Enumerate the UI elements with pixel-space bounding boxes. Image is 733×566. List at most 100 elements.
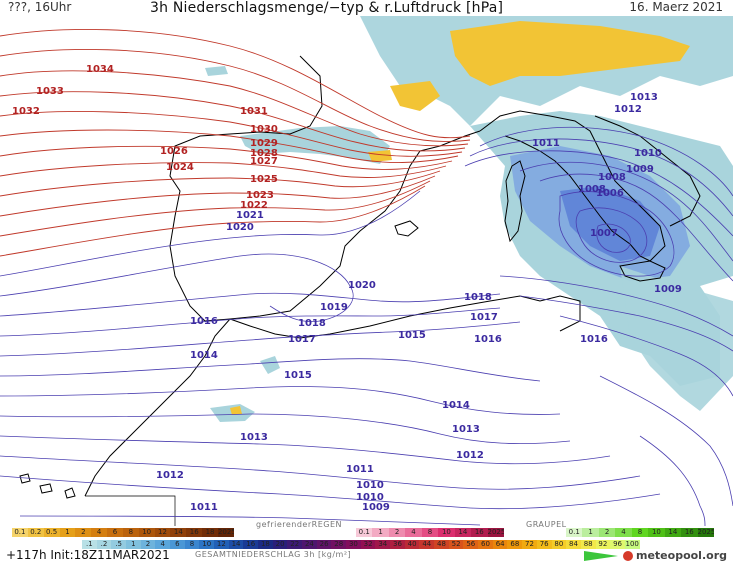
isobar-label: 1024 <box>166 162 194 173</box>
legend-swatch: 8 <box>631 528 649 537</box>
isobar-label: 1014 <box>190 350 218 361</box>
isobar-label: 1012 <box>156 470 184 481</box>
border-western-sahara <box>85 495 176 526</box>
isobar-line <box>0 185 426 257</box>
isobar-line <box>0 292 501 317</box>
isobar-line <box>0 386 561 415</box>
legend-swatch: 56 <box>463 540 479 549</box>
legend-swatch: 2 <box>140 540 156 549</box>
isobar-label: 1011 <box>532 138 560 149</box>
legend-swatch: 16 <box>243 540 259 549</box>
precip-area-pyrenees-snow <box>368 150 392 162</box>
isobar-label: 1020 <box>226 222 254 233</box>
legend-swatch: 68 <box>507 540 523 549</box>
isobar-label: 1022 <box>240 200 268 211</box>
legend-swatch: 2025+ <box>487 528 504 537</box>
legend-swatch: 100 <box>624 540 640 549</box>
isobar-line <box>0 358 541 382</box>
isobar-label: 1010 <box>356 492 384 503</box>
isobar-label: 1027 <box>250 156 278 167</box>
coastlines <box>19 55 701 526</box>
isobar-line <box>575 207 648 263</box>
legend-swatch: 36 <box>390 540 405 549</box>
legend-swatch: 10 <box>648 528 665 537</box>
precip-area-france-speck <box>205 66 228 76</box>
coastline-canaries <box>19 473 76 499</box>
isobar-line <box>0 170 441 197</box>
legend-swatch: 2 <box>598 528 616 537</box>
legend-swatch: 92 <box>595 540 611 549</box>
legend-swatch: 16 <box>186 528 203 537</box>
isobar-label: 1017 <box>288 334 316 345</box>
isobar-line <box>559 315 733 397</box>
legend-swatch: 14 <box>228 540 244 549</box>
legend-swatch: 26 <box>316 540 332 549</box>
isobar-label: 1009 <box>654 284 682 295</box>
isobar-label: 1006 <box>596 188 624 199</box>
isobar-label: 1013 <box>452 424 480 435</box>
precip-area-southeast <box>620 266 733 411</box>
legend-swatch: 24 <box>302 540 317 549</box>
isobar-label: 1017 <box>470 312 498 323</box>
isobar-label: 1011 <box>190 502 218 513</box>
legend-swatch: 1 <box>59 528 76 537</box>
precipitation-layer <box>205 16 733 422</box>
isobar-line <box>0 129 459 163</box>
legend-rain-scale: .1.2.5 1 2 4 6 8 10 12 14 16 18 20 22 24 26 28 30 32 34 36 4… <box>82 540 640 549</box>
precip-area-alps-snow-2 <box>390 81 440 111</box>
precip-area-pyrenees <box>240 126 390 164</box>
legend-swatch: 2 <box>75 528 92 537</box>
logo-text: meteopool.org <box>636 549 727 562</box>
coastline-sicily <box>619 260 666 282</box>
isobar-label: 1031 <box>240 106 268 117</box>
coastline-corsica-sardinia <box>504 160 526 243</box>
legend-swatch: 2 <box>388 528 406 537</box>
isobar-line <box>0 413 571 445</box>
coastline-italy <box>479 110 666 262</box>
isobars-low <box>0 126 733 526</box>
init-time-label: +117h Init:18Z11MAR2021 <box>6 548 170 562</box>
legend-swatch: 6 <box>170 540 185 549</box>
isobar-line <box>0 49 471 143</box>
isobar-label: 1020 <box>348 280 376 291</box>
isobar-line <box>0 180 431 237</box>
isobar-line <box>0 29 471 139</box>
legend-swatch: 64 <box>492 540 508 549</box>
isobar-line <box>0 455 641 490</box>
legend-swatch: 52 <box>448 540 464 549</box>
legend-swatch: 12 <box>154 528 171 537</box>
map-title: 3h Niederschlagsmenge/−typ & r.Luftdruck… <box>150 0 504 16</box>
isobar-line <box>0 145 453 170</box>
legend-swatch: 88 <box>580 540 596 549</box>
isobar-label: 1008 <box>578 184 606 195</box>
isobar-line <box>0 190 421 277</box>
isobar-label: 1007 <box>590 228 618 239</box>
isobar-label: 1015 <box>398 330 426 341</box>
legend-swatch: 1 <box>372 528 389 537</box>
legend-swatch: 44 <box>419 540 435 549</box>
isobar-line <box>558 191 675 277</box>
isobar-line <box>539 173 733 282</box>
isobar-label: 1021 <box>236 210 264 221</box>
isobar-label: 1011 <box>0 16 28 19</box>
isobar-label: 1010 <box>634 148 662 159</box>
legend-swatch: 14 <box>170 528 187 537</box>
meteopool-logo[interactable]: meteopool.org <box>584 549 727 562</box>
legend-swatch: 14 <box>664 528 682 537</box>
legend-swatch: 10 <box>438 528 455 537</box>
forecast-date: 16. Maerz 2021 <box>629 0 723 14</box>
legend-swatch: 16 <box>681 528 698 537</box>
isobar-label: 1014 <box>442 400 470 411</box>
isobar-line <box>0 111 463 157</box>
legend-graupel-label: GRAUPEL <box>526 520 567 529</box>
isobar-line <box>464 150 733 237</box>
legend-swatch: 1 <box>582 528 599 537</box>
legend-swatch: 12 <box>214 540 229 549</box>
legend-swatch: 34 <box>375 540 391 549</box>
legend-swatch: 1 <box>126 540 141 549</box>
coastline-italy-east <box>594 115 701 227</box>
isobars-high <box>0 29 471 257</box>
coastline-morocco-atlantic <box>84 318 231 497</box>
legend-swatch: 10 <box>199 540 215 549</box>
